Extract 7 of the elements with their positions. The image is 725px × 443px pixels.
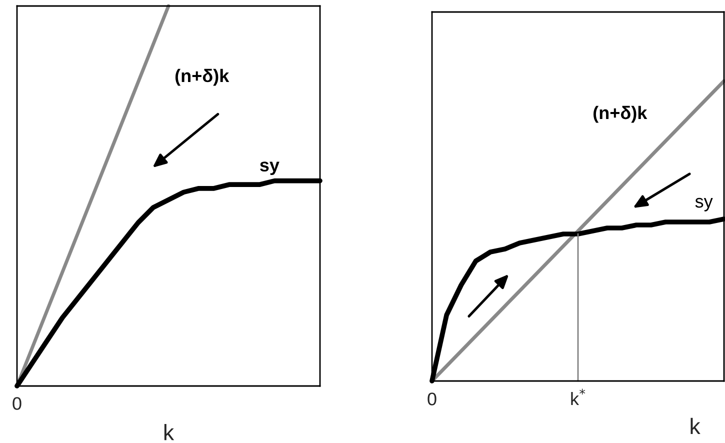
- x-axis-title: k: [690, 418, 700, 434]
- x-axis-title: k: [164, 424, 174, 440]
- x-tick-label: k$^{*}$: [571, 388, 586, 406]
- series-label: (n+δ)k: [175, 68, 230, 86]
- series-label: sy: [260, 162, 280, 176]
- series-label: (n+δ)k: [594, 106, 648, 123]
- series-label: sy: [695, 198, 713, 212]
